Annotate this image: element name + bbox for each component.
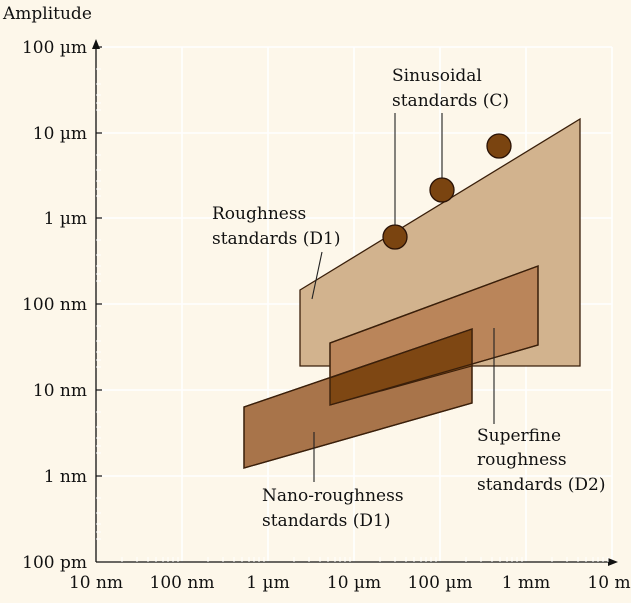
x-tick-label: 100 µm (407, 573, 472, 593)
y-tick-label: 100 µm (22, 38, 87, 58)
x-tick-label: 100 nm (150, 573, 215, 593)
sinusoidal-point-2 (429, 177, 455, 203)
sinusoidal-point-1 (382, 224, 408, 250)
sinusoidal-point-3 (486, 133, 512, 159)
x-tick-label: 1 µm (246, 573, 289, 593)
x-tick-label: 10 nm (69, 573, 123, 593)
x-tick-label: 1 mm (502, 573, 550, 593)
y-tick-label: 100 nm (22, 295, 87, 315)
y-tick-label: 1 nm (44, 467, 87, 487)
sinusoidal-standards-points (382, 133, 512, 250)
leader-lines (311, 113, 495, 482)
label-superfine-roughness: Superfine roughness standards (D2) (477, 426, 606, 495)
x-tick-label: 10 µm (327, 573, 381, 593)
y-tick-label: 10 µm (33, 124, 87, 144)
x-axis-arrowhead (608, 558, 618, 566)
y-minor-ticks (96, 68, 101, 540)
label-roughness-standards: Roughness standards (D1) (212, 204, 341, 249)
y-tick-label: 10 nm (33, 381, 87, 401)
y-axis-label: Amplitude (2, 4, 92, 24)
label-nano-roughness: Nano-roughness standards (D1) (262, 486, 404, 531)
label-sinusoidal-standards: Sinusoidal standards (C) (392, 66, 509, 111)
y-major-ticks (96, 46, 102, 477)
x-minor-ticks (121, 557, 609, 562)
x-tick-label: 10 m (587, 573, 630, 593)
y-tick-label: 100 pm (22, 553, 87, 573)
y-tick-label: 1 µm (44, 209, 87, 229)
